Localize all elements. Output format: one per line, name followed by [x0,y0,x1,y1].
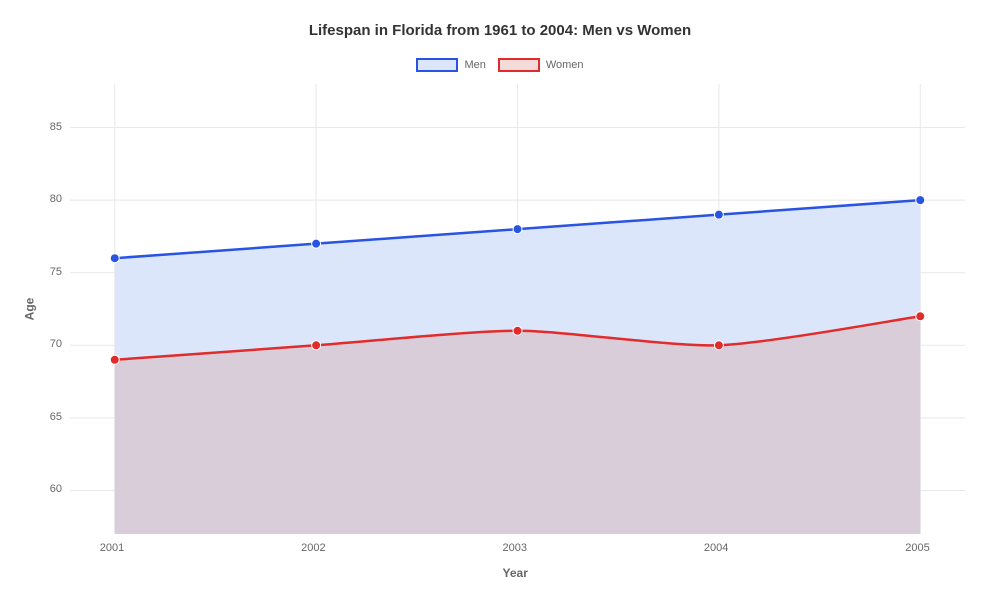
x-tick-label: 2004 [704,542,728,554]
y-axis-label: Age [22,298,36,321]
y-tick-label: 70 [50,338,62,350]
chart-svg [0,0,1000,600]
x-tick-label: 2002 [301,542,325,554]
y-tick-label: 85 [50,121,62,133]
y-tick-label: 65 [50,411,62,423]
x-tick-label: 2001 [100,542,124,554]
y-tick-label: 60 [50,483,62,495]
x-tick-label: 2003 [503,542,527,554]
x-axis-label: Year [503,566,528,580]
y-tick-label: 75 [50,266,62,278]
chart-container: Lifespan in Florida from 1961 to 2004: M… [0,0,1000,600]
x-tick-label: 2005 [905,542,929,554]
y-tick-label: 80 [50,193,62,205]
